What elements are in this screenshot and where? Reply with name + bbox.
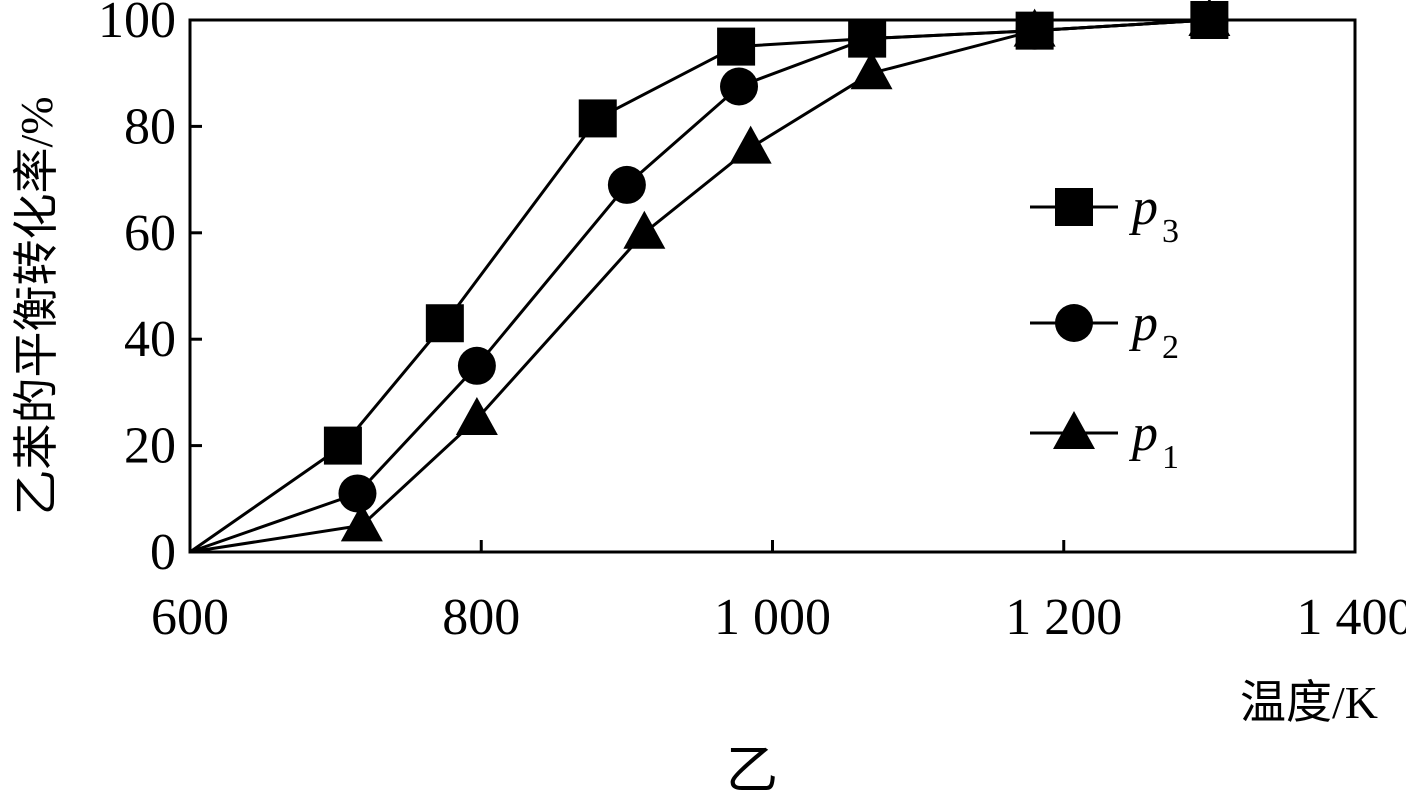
data-point-p1 [623,210,666,249]
data-point-p2 [607,165,646,204]
series-line-p3 [189,18,1210,554]
legend-marker-circle [1055,304,1093,342]
series-line-p1 [189,18,1210,554]
legend: p 3 p 2 p 1 [1030,179,1179,476]
y-tick-label: 60 [124,205,176,262]
x-tick-label: 600 [151,589,229,646]
data-point-p2 [720,67,759,106]
x-axis: 600 800 1 000 1 200 1 400 [151,540,1406,646]
series-line-p2 [189,18,1210,554]
y-axis: 0 20 40 60 80 100 [98,0,202,581]
series-p2 [189,1,1229,554]
x-tick-label: 1 400 [1297,589,1406,646]
series-layer [189,0,1231,554]
data-point-p2 [338,474,377,513]
legend-marker-triangle [1053,411,1095,449]
x-axis-label: 温度/K [1240,677,1378,728]
y-tick-label: 100 [98,0,176,49]
y-tick-label: 40 [124,311,176,368]
data-point-p1 [455,397,498,435]
y-axis-label: 乙苯的平衡转化率/% [11,96,62,515]
data-point-p2 [848,19,887,58]
plot-frame [188,18,1357,554]
data-point-p1 [1013,8,1056,47]
data-point-p1 [1188,0,1231,36]
data-point-p3 [323,426,362,465]
data-point-p1 [729,125,772,164]
data-point-p3 [578,99,617,138]
legend-marker-square [1055,188,1093,226]
figure-caption: 乙 [726,743,778,800]
x-tick-label: 1 200 [1005,589,1122,646]
series-p3 [189,1,1229,554]
x-tick-label: 800 [442,589,520,646]
y-tick-label: 20 [124,418,176,475]
y-tick-label: 0 [150,524,176,581]
series-p1 [189,0,1231,554]
y-tick-label: 80 [124,98,176,155]
x-tick-label: 1 000 [714,589,831,646]
data-point-p2 [457,346,496,385]
data-point-p1 [850,51,893,90]
data-point-p3 [717,27,756,66]
data-point-p3 [425,304,464,343]
data-point-p1 [340,503,383,542]
